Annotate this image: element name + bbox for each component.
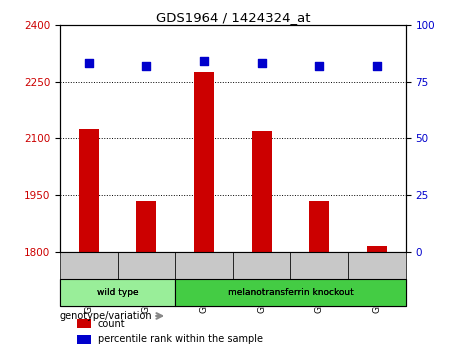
Text: percentile rank within the sample: percentile rank within the sample <box>98 334 263 344</box>
Point <box>142 63 150 68</box>
Bar <box>194 72 214 252</box>
Point <box>200 58 207 64</box>
Bar <box>175 252 233 279</box>
Bar <box>79 129 99 252</box>
Text: count: count <box>98 319 125 329</box>
Point <box>315 63 323 68</box>
Bar <box>175 279 406 306</box>
Bar <box>290 252 348 279</box>
Text: genotype/variation: genotype/variation <box>60 311 153 321</box>
Text: melanotransferrin knockout: melanotransferrin knockout <box>228 288 353 297</box>
Bar <box>309 201 329 252</box>
Bar <box>60 252 118 279</box>
Text: wild type: wild type <box>97 288 138 297</box>
Bar <box>233 252 290 279</box>
Bar <box>60 279 175 306</box>
Bar <box>77 319 91 329</box>
Point <box>258 61 266 66</box>
Text: melanotransferrin knockout: melanotransferrin knockout <box>228 288 353 297</box>
Bar <box>252 131 272 252</box>
Bar <box>367 246 387 252</box>
Title: GDS1964 / 1424324_at: GDS1964 / 1424324_at <box>155 11 310 24</box>
Bar <box>175 279 406 306</box>
Bar <box>60 279 175 306</box>
Bar <box>77 335 91 344</box>
Bar <box>118 252 175 279</box>
Point <box>85 61 92 66</box>
Bar <box>136 201 156 252</box>
Bar <box>348 252 406 279</box>
Text: wild type: wild type <box>97 288 138 297</box>
Point <box>373 63 381 68</box>
